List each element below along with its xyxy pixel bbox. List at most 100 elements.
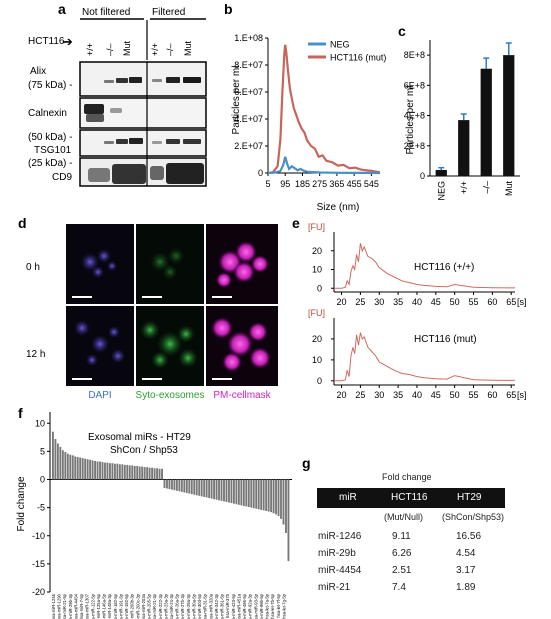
bar [458, 120, 470, 176]
y-tick-label: 0 [317, 283, 322, 293]
group-not-filtered-label: Not filtered [82, 7, 130, 18]
x-tick-label: 20 [337, 297, 347, 307]
blot-sub-tsg101: TSG101 [34, 145, 72, 156]
bar [223, 479, 225, 502]
bar [151, 467, 154, 480]
x-tick-label: 25 [355, 297, 365, 307]
tick-label-mirna: hsa-miR-31-5p [203, 593, 208, 619]
blot-label-tsg101: (50 kDa) - [28, 132, 72, 143]
cell-mir: miR-1246 [318, 531, 362, 542]
x-tick-label: 55 [469, 390, 479, 400]
row-label-12h: 12 h [26, 349, 45, 360]
y-tick-label: -15 [32, 559, 45, 569]
y-unit-label: [FU] [308, 308, 325, 318]
tick-label-mirna: hsa-miR-1307 [85, 593, 90, 619]
bar [163, 479, 166, 488]
bar [242, 479, 245, 506]
particles-bar-chart: 0 2E+8 4E+8 6E+8 8E+8 NEG +/+ –/– Mut [404, 40, 520, 201]
y-tick-label: 10 [312, 265, 322, 275]
bar [247, 479, 250, 508]
bar [153, 468, 156, 480]
chart-c-ylabel: Particles per ml [405, 86, 416, 155]
blot-label-cd9: (25 kDa) - [28, 158, 72, 169]
size-distribution-chart: 0 2.E+07 4.E+07 6.E+07 8.E+07 1.E+08 5 95 185 275… [234, 33, 386, 189]
lane-label: –/– [165, 43, 175, 56]
bar [56, 443, 59, 480]
tick-label-mirna: hsa-miR-30a-5p [191, 593, 196, 619]
y-tick-label: 6.E+07 [234, 87, 263, 97]
y-tick-label: 2E+8 [404, 141, 425, 151]
tick-label-mirna: hsa-miR-23a-3p [163, 593, 168, 619]
bar [180, 479, 183, 492]
cell-hct116: 6.26 [392, 548, 412, 559]
bar [69, 454, 72, 480]
tick-label-mirna: hsa-miR-361-5p [220, 593, 225, 619]
x-tick-label: 40 [412, 297, 422, 307]
y-tick-label: 2.E+07 [234, 141, 263, 151]
bar [156, 468, 158, 480]
tick-label-mirna: hsa-miR-29a-3p [186, 593, 191, 619]
y-tick-label: 20 [312, 246, 322, 256]
x-tick-label: 545 [364, 179, 379, 189]
bar [250, 479, 253, 508]
x-tick-label: 365 [329, 179, 344, 189]
panel-b-letter: b [224, 1, 233, 17]
tick-label-mirna: hsa-miR-92a-3p [248, 593, 253, 619]
bar [66, 453, 69, 480]
panel-e-letter: e [292, 215, 300, 231]
bar [272, 479, 275, 514]
bar [111, 463, 114, 480]
bar [121, 464, 124, 480]
table-title: Fold change [382, 472, 432, 482]
tick-label-mirna: hsa-miR-7-5p [79, 593, 84, 619]
tick-label-mirna: hsa-miR-1246 [51, 593, 56, 619]
channel-label-pmcellmask: PM-cellmask [213, 390, 271, 401]
y-tick-label: 5 [40, 446, 45, 456]
tick-label-mirna: hsa-miR-122-5p [90, 593, 95, 619]
tick-label-mirna: hsa-miR-146a-5p [102, 593, 107, 619]
x-tick-label: 95 [280, 179, 290, 189]
x-tick-label: 45 [431, 297, 441, 307]
dapi-nuclei-0h [81, 249, 117, 278]
bar [86, 459, 89, 480]
channel-label-syto: Syto-exosomes [136, 390, 205, 401]
header-hct116: HCT116 [391, 492, 428, 503]
tick-label-mirna: hsa-miR-29b-3p [68, 593, 73, 619]
table-row: miR-29b 6.26 4.54 [312, 548, 512, 562]
bar [203, 479, 206, 497]
legend-label: HCT116 (mut) [330, 53, 386, 63]
y-tick-label: -10 [32, 531, 45, 541]
y-tick-label: 8E+8 [404, 50, 425, 60]
bands-tsg101 [104, 138, 201, 144]
bar [232, 479, 235, 504]
bar [240, 479, 243, 506]
bar [106, 462, 109, 480]
bar [435, 169, 447, 176]
bar [84, 458, 87, 480]
bar [138, 466, 141, 480]
bar [270, 479, 273, 513]
trace-line [334, 332, 516, 382]
y-tick-label: 0 [258, 168, 263, 178]
bar [285, 479, 287, 533]
panel-d-letter: d [18, 215, 27, 231]
y-tick-label: 0 [40, 475, 45, 485]
table-row: miR-1246 9.11 16.56 [312, 531, 512, 545]
y-tick-label: 4E+8 [404, 111, 425, 121]
cell-ht29: 1.89 [456, 582, 476, 593]
x-tick-label: 35 [393, 390, 403, 400]
y-tick-label: 6E+8 [404, 80, 425, 90]
tick-label-mirna: hsa-miR-200c-3p [135, 593, 140, 619]
bar [255, 479, 258, 509]
syto-signal-0h [150, 247, 185, 280]
bar [267, 479, 270, 512]
trace-title: HCT116 (+/+) [414, 262, 474, 273]
bar [220, 479, 223, 501]
tick-label-mirna: hsa-miR-192-5p [124, 593, 129, 619]
y-tick-label: 4.E+07 [234, 114, 263, 124]
bar [94, 460, 97, 480]
panel-c: c 0 2E+8 4E+8 6E+8 8E+8 NEG +/+ –/– Mut Particle… [398, 23, 520, 201]
bands-alix [104, 77, 201, 83]
